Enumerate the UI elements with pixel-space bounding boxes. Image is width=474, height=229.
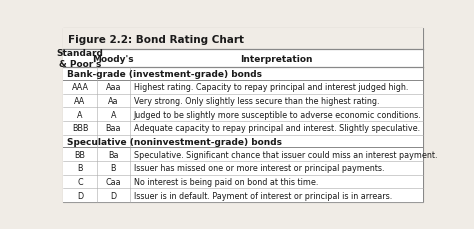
- Text: Aaa: Aaa: [106, 83, 121, 92]
- Text: A: A: [77, 110, 83, 119]
- Bar: [63, 175, 423, 188]
- Text: B: B: [77, 164, 83, 173]
- Text: Standard
& Poor's: Standard & Poor's: [56, 49, 103, 68]
- Text: Judged to be slightly more susceptible to adverse economic conditions.: Judged to be slightly more susceptible t…: [134, 110, 422, 119]
- Text: Speculative (noninvestment-grade) bonds: Speculative (noninvestment-grade) bonds: [67, 137, 283, 146]
- Bar: [63, 94, 423, 108]
- Text: D: D: [110, 191, 117, 200]
- Bar: [63, 108, 423, 121]
- Bar: [63, 121, 423, 135]
- Text: AA: AA: [74, 97, 86, 106]
- Text: Caa: Caa: [106, 177, 121, 186]
- Bar: [63, 135, 423, 148]
- Text: Baa: Baa: [106, 124, 121, 133]
- Text: BB: BB: [74, 150, 85, 159]
- Text: D: D: [77, 191, 83, 200]
- Text: Very strong. Only slightly less secure than the highest rating.: Very strong. Only slightly less secure t…: [134, 97, 379, 106]
- Bar: [63, 49, 423, 68]
- Text: Adequate capacity to repay principal and interest. Slightly speculative.: Adequate capacity to repay principal and…: [134, 124, 420, 133]
- Text: Highest rating. Capacity to repay principal and interest judged high.: Highest rating. Capacity to repay princi…: [134, 83, 408, 92]
- Bar: [63, 81, 423, 94]
- Text: Moody's: Moody's: [92, 54, 134, 63]
- Bar: [63, 161, 423, 175]
- Text: Bank-grade (investment-grade) bonds: Bank-grade (investment-grade) bonds: [67, 70, 262, 79]
- Text: A: A: [110, 110, 116, 119]
- Text: Ba: Ba: [108, 150, 118, 159]
- Text: No interest is being paid on bond at this time.: No interest is being paid on bond at thi…: [134, 177, 319, 186]
- Bar: [63, 148, 423, 161]
- Bar: [63, 68, 423, 81]
- Bar: [63, 188, 423, 202]
- Text: AAA: AAA: [72, 83, 89, 92]
- Text: BBB: BBB: [72, 124, 88, 133]
- Text: Interpretation: Interpretation: [240, 54, 312, 63]
- Text: Issuer is in default. Payment of interest or principal is in arrears.: Issuer is in default. Payment of interes…: [134, 191, 392, 200]
- Text: B: B: [110, 164, 116, 173]
- Text: Speculative. Significant chance that issuer could miss an interest payment.: Speculative. Significant chance that iss…: [134, 150, 438, 159]
- Text: Aa: Aa: [108, 97, 118, 106]
- Text: Issuer has missed one or more interest or principal payments.: Issuer has missed one or more interest o…: [134, 164, 384, 173]
- Bar: [63, 29, 423, 49]
- Text: C: C: [77, 177, 83, 186]
- Text: Figure 2.2: Bond Rating Chart: Figure 2.2: Bond Rating Chart: [68, 34, 245, 44]
